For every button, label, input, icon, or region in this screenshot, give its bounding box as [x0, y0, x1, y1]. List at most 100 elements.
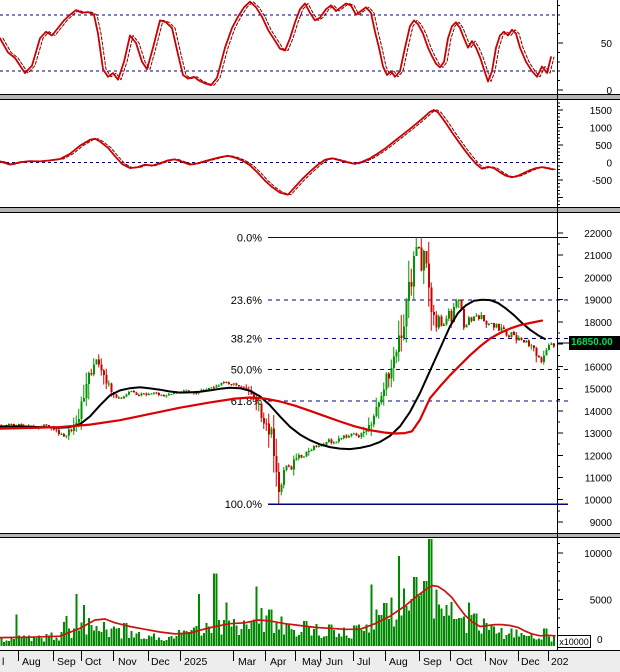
price-tick-label: 19000 [584, 296, 612, 307]
fib-label: 50.0% [231, 365, 262, 377]
candle-body [480, 315, 483, 320]
candle-body [507, 335, 510, 337]
volume-bar [422, 580, 425, 646]
volume-bar [530, 633, 533, 646]
macd-panel[interactable] [0, 99, 557, 207]
month-label: Dec [151, 656, 170, 668]
volume-bar [332, 630, 335, 646]
candle-body [420, 247, 423, 271]
candle-body [490, 323, 493, 325]
month-label: Sep [423, 656, 442, 668]
candle-body [485, 320, 488, 325]
volume-bar [7, 641, 10, 646]
volume-bar [347, 638, 350, 646]
price-tick-label: 14000 [584, 407, 612, 418]
candle-body [515, 335, 518, 341]
volume-bar [15, 614, 18, 646]
volume-bar [285, 623, 288, 646]
x-axis-strip[interactable] [0, 651, 620, 672]
volume-bar [300, 632, 303, 646]
candle-body [392, 356, 395, 369]
candle-body [357, 435, 360, 438]
candle-body [390, 368, 393, 379]
volume-bar [132, 637, 135, 646]
volume-bar [500, 628, 503, 646]
candle-body [257, 403, 260, 405]
candle-body [262, 417, 265, 424]
panel-splitter[interactable] [0, 95, 620, 99]
volume-bar [255, 586, 258, 646]
candle-body [362, 431, 365, 434]
price-tick-label: 13000 [584, 429, 612, 440]
volume-bar [345, 635, 348, 646]
volume-bar [20, 636, 23, 646]
price-tick-label: 11000 [585, 474, 613, 485]
fib-label: 23.6% [231, 295, 262, 307]
candle-body [335, 441, 338, 443]
volume-bar [32, 636, 35, 646]
volume-bar [192, 627, 195, 646]
volume-bar [292, 630, 295, 646]
candle-body [212, 387, 215, 389]
candle-body [497, 323, 500, 331]
volume-bar [240, 628, 243, 646]
candle-body [495, 323, 498, 328]
candle-body [347, 435, 350, 438]
volume-bar [410, 599, 413, 646]
volume-ma-line [0, 584, 556, 639]
candle-body [312, 446, 315, 451]
volume-bar [405, 605, 408, 646]
volume-bar [357, 624, 360, 646]
volume-bar [110, 628, 113, 646]
volume-bar [452, 619, 455, 646]
volume-bar [467, 602, 470, 646]
volume-bar [245, 624, 248, 646]
volume-bar [140, 638, 143, 646]
candle-body [355, 433, 358, 436]
volume-bar [72, 628, 75, 646]
candle-body [242, 386, 245, 388]
volume-bar [525, 635, 528, 646]
volume-bar [315, 624, 318, 646]
candle-body [130, 391, 133, 393]
month-label: Oct [456, 656, 472, 668]
candle-body [550, 343, 553, 345]
volume-tick-label: 10000 [584, 549, 612, 560]
candle-body [425, 251, 428, 264]
volume-bar [377, 614, 380, 646]
volume-bar [457, 618, 460, 646]
candle-body [397, 335, 400, 353]
volume-bar [327, 624, 330, 646]
candle-body [545, 349, 548, 356]
candle-body [542, 355, 545, 362]
volume-bar [55, 637, 58, 646]
candle-body [182, 390, 185, 392]
candle-body [245, 387, 248, 390]
volume-bar [430, 539, 433, 646]
candle-body [472, 316, 475, 322]
volume-bar [97, 630, 100, 646]
panel-splitter[interactable] [0, 208, 620, 212]
month-label: l [2, 656, 4, 668]
volume-bar [210, 632, 213, 646]
volume-bar [90, 624, 93, 646]
volume-bar [172, 638, 175, 646]
price-tick-label: 20000 [584, 273, 612, 284]
price-tick-label: 18000 [584, 318, 612, 329]
volume-bar [0, 637, 3, 646]
candle-body [325, 442, 328, 445]
candle-body [42, 424, 45, 427]
candle-body [510, 332, 513, 337]
candle-body [310, 450, 313, 452]
volume-bar [297, 634, 300, 646]
candle-body [97, 359, 100, 365]
volume-bar [270, 609, 273, 646]
candle-body [527, 340, 530, 347]
volume-bar [220, 634, 223, 646]
volume-bar [115, 628, 118, 646]
panel-splitter[interactable] [0, 534, 620, 537]
volume-bar [335, 637, 338, 646]
volume-bar [260, 607, 263, 646]
volume-bar [155, 639, 158, 646]
